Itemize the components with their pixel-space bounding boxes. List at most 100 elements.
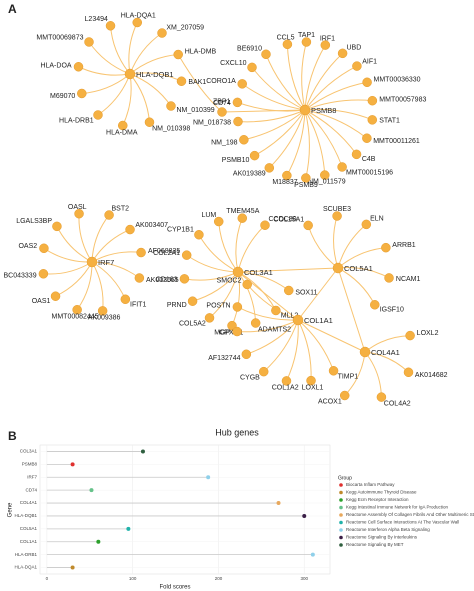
edge xyxy=(241,83,306,111)
node-label: LGALS3BP xyxy=(16,218,52,225)
edge xyxy=(297,319,366,353)
edge xyxy=(177,54,223,113)
node-label: OAS1 xyxy=(32,298,51,305)
node-label: MMT00036330 xyxy=(373,76,420,83)
edge xyxy=(304,109,343,168)
hub-label: IRF7 xyxy=(98,258,114,267)
node xyxy=(260,220,270,230)
node-label: NM_010399 xyxy=(176,107,214,114)
node-label: BE6910 xyxy=(237,45,262,52)
edge xyxy=(304,99,373,111)
edge xyxy=(56,226,93,263)
y-tick-label: COL5A1 xyxy=(20,526,38,531)
node-label: AK014682 xyxy=(415,372,448,379)
node-label: AK019389 xyxy=(233,171,266,178)
x-tick-label: 100 xyxy=(129,576,137,581)
node xyxy=(104,210,114,220)
node-label: NM_018738 xyxy=(193,120,231,127)
node-label: HLA-DOA xyxy=(40,63,71,70)
node-label: SOX11 xyxy=(295,290,317,297)
y-tick-label: COL3A1 xyxy=(20,449,38,454)
node xyxy=(176,76,187,86)
node-label: HLA-DMB xyxy=(185,49,217,56)
node xyxy=(241,349,252,360)
node-label: PSMB9 xyxy=(294,182,318,189)
node xyxy=(232,326,242,337)
y-tick-label: COL1A1 xyxy=(20,539,38,544)
x-tick-label: 0 xyxy=(46,576,49,581)
legend-swatch xyxy=(339,543,343,547)
node xyxy=(105,21,116,31)
node-label: AK003665 xyxy=(146,277,179,284)
legend-label: Reactome Signaling By Interleukins xyxy=(346,535,418,540)
edge xyxy=(297,319,312,381)
node xyxy=(362,77,372,88)
edge xyxy=(304,109,310,179)
node xyxy=(232,97,243,108)
node xyxy=(84,37,94,47)
node-label: CORO1A xyxy=(206,78,236,85)
edge xyxy=(43,247,93,263)
node xyxy=(264,163,275,173)
edge xyxy=(251,67,306,111)
edge xyxy=(265,54,306,111)
hub-label: COL1A1 xyxy=(304,316,333,325)
node xyxy=(361,219,372,230)
legend-label: Kegg Ecm Receptor Interaction xyxy=(346,497,409,502)
edge xyxy=(297,319,335,371)
edge xyxy=(337,267,366,353)
node-label: CD74 xyxy=(213,100,231,107)
dot xyxy=(89,488,94,493)
y-axis-label: Gene xyxy=(8,502,14,517)
node-label: AK009386 xyxy=(88,315,121,322)
node xyxy=(39,243,49,254)
node-label: SMOC2 xyxy=(217,277,242,284)
node xyxy=(261,49,271,60)
node-label: XM_207059 xyxy=(166,24,204,31)
node-label: LOXL2 xyxy=(417,330,439,337)
node xyxy=(132,17,142,28)
node xyxy=(125,224,135,235)
node xyxy=(157,28,167,38)
node xyxy=(247,62,257,73)
edge xyxy=(237,271,277,311)
legend-swatch xyxy=(339,490,343,495)
node xyxy=(367,115,378,125)
node xyxy=(320,40,331,50)
node xyxy=(134,273,145,283)
node xyxy=(370,300,380,310)
panel-label: B xyxy=(8,429,17,443)
chart-title: Hub genes xyxy=(215,427,259,437)
node-label: CCDC80 xyxy=(269,216,297,223)
node-label: MGP xyxy=(214,330,230,337)
node-label: TAP1 xyxy=(298,32,315,39)
node xyxy=(301,173,311,183)
node xyxy=(303,220,313,231)
node-label: COL1A2 xyxy=(272,385,299,392)
node-label: COL4A2 xyxy=(384,401,411,408)
node-label: AF132744 xyxy=(208,355,240,362)
dot xyxy=(302,513,307,518)
legend-label: Biocarta Inflam Pathway xyxy=(346,482,395,487)
node xyxy=(144,117,155,127)
legend-label: Reactome Assembly Of Collagen Fibrils An… xyxy=(346,512,474,517)
node-label: AF068835 xyxy=(148,248,180,255)
node-label: POSTN xyxy=(206,302,230,309)
panel-label: A xyxy=(8,2,17,16)
node-label: MMT00069873 xyxy=(36,35,83,42)
node xyxy=(384,273,394,283)
node-label: CD163 xyxy=(156,277,178,284)
node xyxy=(166,101,176,111)
dot xyxy=(276,501,281,506)
node xyxy=(250,318,261,328)
node-label: CPXM1 xyxy=(219,329,243,336)
node-label: NM_198 xyxy=(211,140,238,147)
edge xyxy=(246,319,299,355)
network-layer: L23494 HLA-DQA1 XM_207059 HLA-DMB BAK1 NM_010… xyxy=(4,12,448,407)
node-label: COL5A2 xyxy=(179,321,206,328)
edge xyxy=(286,319,299,382)
edge xyxy=(198,234,239,273)
node-label: AK003407 xyxy=(135,222,168,229)
